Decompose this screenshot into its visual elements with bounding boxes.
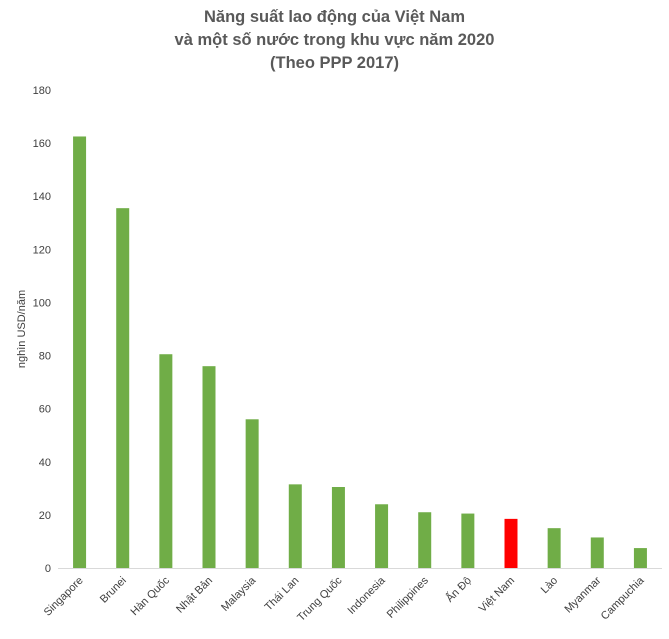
chart-title-line-1: Năng suất lao động của Việt Nam	[204, 8, 465, 26]
category-label: Malaysia	[219, 574, 259, 614]
category-label: Trung Quốc	[295, 574, 345, 624]
category-label: Lào	[539, 575, 560, 596]
bar-8	[418, 512, 432, 568]
bar-10	[504, 518, 518, 568]
category-label: Ấn Độ	[443, 574, 474, 605]
bar-11	[547, 528, 561, 568]
bar-6	[331, 487, 345, 568]
category-label: Brunei	[98, 575, 129, 606]
category-label: Indonesia	[345, 574, 388, 617]
chart-title-line-3: (Theo PPP 2017)	[270, 54, 399, 72]
bar-3	[202, 366, 216, 568]
category-labels: Singapore Brunei Hàn Quốc Nhật Bản Malaysia T…	[42, 574, 647, 624]
y-tick-label: 120	[33, 244, 51, 256]
y-tick-label: 180	[33, 85, 51, 97]
category-label: Việt Nam	[477, 575, 517, 615]
y-tick-label: 60	[39, 404, 51, 416]
y-axis-label: nghìn USD/năm	[16, 290, 28, 368]
category-label: Nhật Bản	[174, 575, 215, 616]
category-label: Singapore	[42, 575, 86, 619]
bar-9	[461, 513, 475, 568]
category-label: Campuchia	[599, 574, 647, 622]
bar-13	[633, 548, 647, 568]
chart-title-line-2: và một số nước trong khu vực năm 2020	[174, 31, 495, 49]
bar-0	[73, 136, 87, 568]
y-tick-label: 140	[33, 191, 51, 203]
y-axis-ticks: 0 20 40 60 80 100 120 140 160 180	[33, 85, 51, 575]
category-label: Hàn Quốc	[128, 574, 172, 618]
bar-12	[590, 537, 604, 568]
bar-1	[116, 208, 130, 568]
chart-title: Năng suất lao động của Việt Nam và một s…	[0, 6, 669, 75]
category-label: Philippines	[385, 574, 431, 620]
category-label: Thái Lan	[263, 575, 302, 614]
y-tick-label: 20	[39, 510, 51, 522]
category-label: Myanmar	[563, 574, 604, 615]
bar-2	[159, 354, 173, 568]
bar-7	[375, 504, 389, 568]
y-tick-label: 160	[33, 138, 51, 150]
bar-4	[245, 419, 259, 568]
y-tick-label: 40	[39, 457, 51, 469]
bars	[73, 136, 647, 568]
y-tick-label: 80	[39, 351, 51, 363]
y-tick-label: 100	[33, 297, 51, 309]
y-tick-label: 0	[45, 563, 51, 575]
bar-5	[288, 484, 302, 568]
